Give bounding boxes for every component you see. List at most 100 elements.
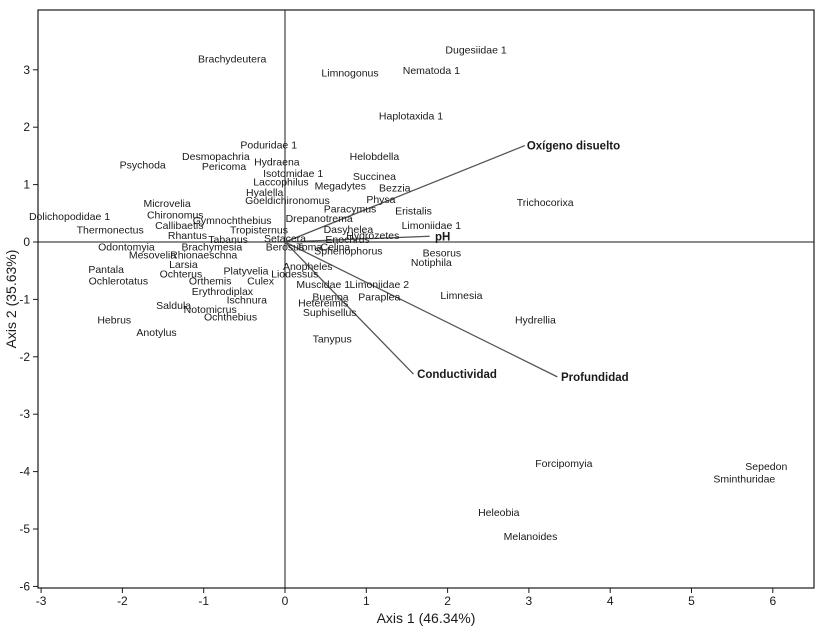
species-label-tanypus: Tanypus	[313, 333, 352, 345]
vector-line-profundidad	[284, 241, 558, 378]
y-axis-ticks: -6 -5 -4 -3 -2 -1 0 1 2 3	[19, 63, 38, 593]
species-label-ochthebius: Ochthebius	[204, 312, 257, 324]
species-label-odontomyia: Odontomyia	[98, 242, 155, 254]
species-label-bezzia: Bezzia	[379, 182, 411, 194]
species-label-limoniidae-2: Limoniidae 2	[350, 279, 410, 291]
y-tick-label: 0	[23, 235, 30, 249]
x-tick-label: 2	[444, 594, 451, 608]
y-axis-title: Axis 2 (35.63%)	[3, 250, 19, 349]
species-label-culex: Culex	[247, 275, 275, 287]
species-label-suphisellus: Suphisellus	[303, 307, 357, 319]
species-label-muscidae-1: Muscidae 1	[296, 279, 350, 291]
vector-line-conductividad	[284, 241, 414, 375]
species-label-nematoda-1: Nematoda 1	[403, 65, 460, 77]
species-label-dolichopodidae-1: Dolichopodidae 1	[29, 211, 110, 223]
species-label-goeldichironomus: Goeldichironomus	[245, 195, 330, 207]
species-label-celina: Celina	[321, 242, 351, 254]
y-tick-label: -4	[19, 465, 30, 479]
species-label-hebrus: Hebrus	[97, 314, 131, 326]
species-label-buenoa: Buenoa	[312, 292, 348, 304]
species-label-notiphila: Notiphila	[411, 257, 452, 269]
species-label-ochterus: Ochterus	[160, 269, 203, 281]
species-label-larsia: Larsia	[169, 259, 198, 271]
x-tick-label: 1	[363, 594, 370, 608]
species-label-gymnochthebius: Gymnochthebius	[193, 215, 272, 227]
species-label-besorus: Besorus	[423, 247, 462, 259]
species-label-trichocorixa: Trichocorixa	[517, 197, 574, 209]
zero-lines	[38, 10, 814, 588]
species-label-helobdella: Helobdella	[350, 151, 400, 163]
vector-label-conductividad: Conductividad	[417, 369, 497, 381]
species-label-sminthuridae: Sminthuridae	[713, 473, 775, 485]
species-label-callibaetis: Callibaetis	[155, 220, 203, 232]
species-label-hydrozetes: Hydrozetes	[346, 230, 399, 242]
species-label-anopheles: Anopheles	[283, 261, 333, 273]
species-label-thermonectus: Thermonectus	[77, 224, 144, 236]
species-label-enochrus: Enochrus	[325, 234, 369, 246]
species-label-hydrellia: Hydrellia	[515, 314, 556, 326]
species-label-toma: Toma	[297, 242, 323, 254]
y-tick-label: -3	[19, 407, 30, 421]
species-label-hyalella: Hyalella	[246, 187, 284, 199]
species-label-paracymus: Paracymus	[324, 204, 377, 216]
species-label-platyvelia: Platyvelia	[223, 266, 268, 278]
species-label-limnogonus: Limnogonus	[321, 68, 378, 80]
y-tick-label: 1	[23, 178, 30, 192]
vector-label-oxigeno-disuelto: Oxígeno disuelto	[527, 141, 620, 153]
y-tick-label: -5	[19, 522, 30, 536]
species-label-melanoides: Melanoides	[504, 531, 558, 543]
species-label-dugesiidae-1: Dugesiidae 1	[445, 45, 506, 57]
y-tick-label: -1	[19, 292, 30, 306]
x-tick-label: 6	[769, 594, 776, 608]
species-label-tabanus: Tabanus	[208, 234, 248, 246]
species-label-liodessus: Liodessus	[271, 269, 318, 281]
species-label-orthemis: Orthemis	[189, 275, 232, 287]
species-label-pericoma: Pericoma	[202, 161, 247, 173]
species-label-pantala: Pantala	[88, 264, 124, 276]
species-label-saldula: Saldula	[156, 300, 191, 312]
species-label-eristalis: Eristalis	[395, 205, 432, 217]
species-label-poduridae-1: Poduridae 1	[240, 139, 297, 151]
species-label-berosus: Berosus	[266, 242, 305, 254]
species-label-psychoda: Psychoda	[120, 160, 166, 172]
species-label-laccophilus: Laccophilus	[253, 177, 308, 189]
species-label-anotylus: Anotylus	[136, 327, 176, 339]
x-tick-label: 5	[688, 594, 695, 608]
x-tick-label: -2	[117, 594, 128, 608]
y-tick-label: -6	[19, 579, 30, 593]
y-tick-label: 3	[23, 63, 30, 77]
species-label-tropisternus: Tropisternus	[230, 224, 288, 236]
species-label-brachydeutera: Brachydeutera	[198, 53, 266, 65]
species-label-dasyhelea: Dasyhelea	[324, 224, 374, 236]
species-label-brachymesia: Brachymesia	[181, 242, 242, 254]
species-label-heleobia: Heleobia	[478, 507, 520, 519]
x-axis-title: Axis 1 (46.34%)	[377, 610, 476, 626]
y-tick-label: -2	[19, 350, 30, 364]
species-label-limnesia: Limnesia	[440, 290, 482, 302]
x-axis-ticks: -3 -2 -1 0 1 2 3 4 5 6	[36, 588, 776, 608]
species-label-limoniidae-1: Limoniidae 1	[402, 220, 462, 232]
species-label-physa: Physa	[366, 194, 395, 206]
vector-line-ph	[284, 235, 430, 243]
species-label-microvelia: Microvelia	[143, 198, 190, 210]
species-label-isotomidae-1: Isotomidae 1	[263, 168, 323, 180]
vector-arrows: Oxígeno disuelto pH Conductividad Profundid…	[284, 141, 629, 384]
species-label-hydraena: Hydraena	[254, 157, 300, 169]
y-tick-label: 2	[23, 120, 30, 134]
species-label-erythrodiplax: Erythrodiplax	[192, 286, 254, 298]
vector-label-ph: pH	[435, 231, 450, 243]
species-label-rhantus: Rhantus	[168, 230, 207, 242]
species-label-megadytes: Megadytes	[315, 181, 366, 193]
species-label-setacera: Setacera	[264, 233, 306, 245]
species-label-haplotaxida-1: Haplotaxida 1	[379, 111, 443, 123]
x-tick-label: 4	[607, 594, 614, 608]
species-label-ochlerotatus: Ochlerotatus	[89, 275, 149, 287]
x-tick-label: 0	[282, 594, 289, 608]
species-label-ischnura: Ischnura	[227, 294, 267, 306]
plot-frame	[37, 9, 815, 589]
species-label-hetereimis: Hetereimis	[298, 297, 348, 309]
vector-label-profundidad: Profundidad	[561, 372, 629, 384]
species-label-chironomus: Chironomus	[147, 209, 204, 221]
species-label-notomicrus: Notomicrus	[184, 304, 237, 316]
